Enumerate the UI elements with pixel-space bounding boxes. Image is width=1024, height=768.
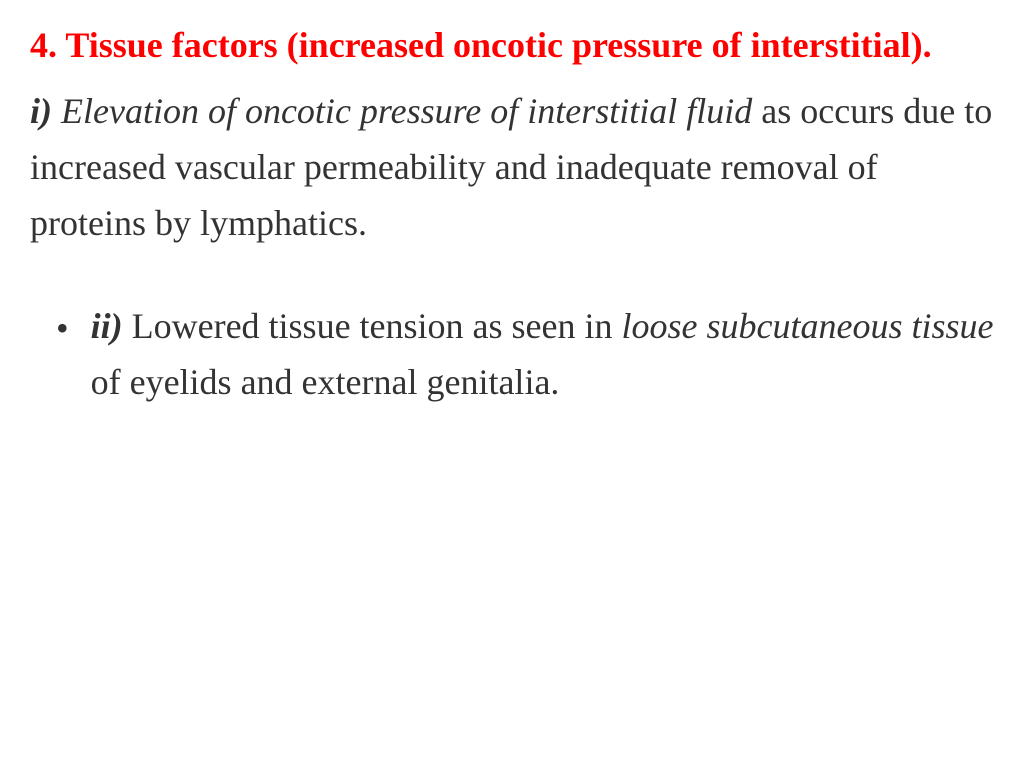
item-ii-italic: loose subcutaneous tissue (622, 306, 994, 346)
item-i-italic: Elevation of oncotic pressure of interst… (52, 91, 752, 131)
item-ii-text-1: Lowered tissue tension as seen in (123, 306, 622, 346)
paragraph-i: i) Elevation of oncotic pressure of inte… (30, 84, 994, 251)
section-heading: 4. Tissue factors (increased oncotic pre… (30, 18, 994, 72)
bullet-marker: • (56, 299, 91, 411)
item-ii-text-2: of eyelids and external genitalia. (91, 362, 560, 402)
item-label-i: i) (30, 91, 52, 131)
item-label-ii: ii) (91, 306, 123, 346)
bullet-content: ii) Lowered tissue tension as seen in lo… (91, 299, 994, 411)
bullet-item-ii: • ii) Lowered tissue tension as seen in … (30, 299, 994, 411)
